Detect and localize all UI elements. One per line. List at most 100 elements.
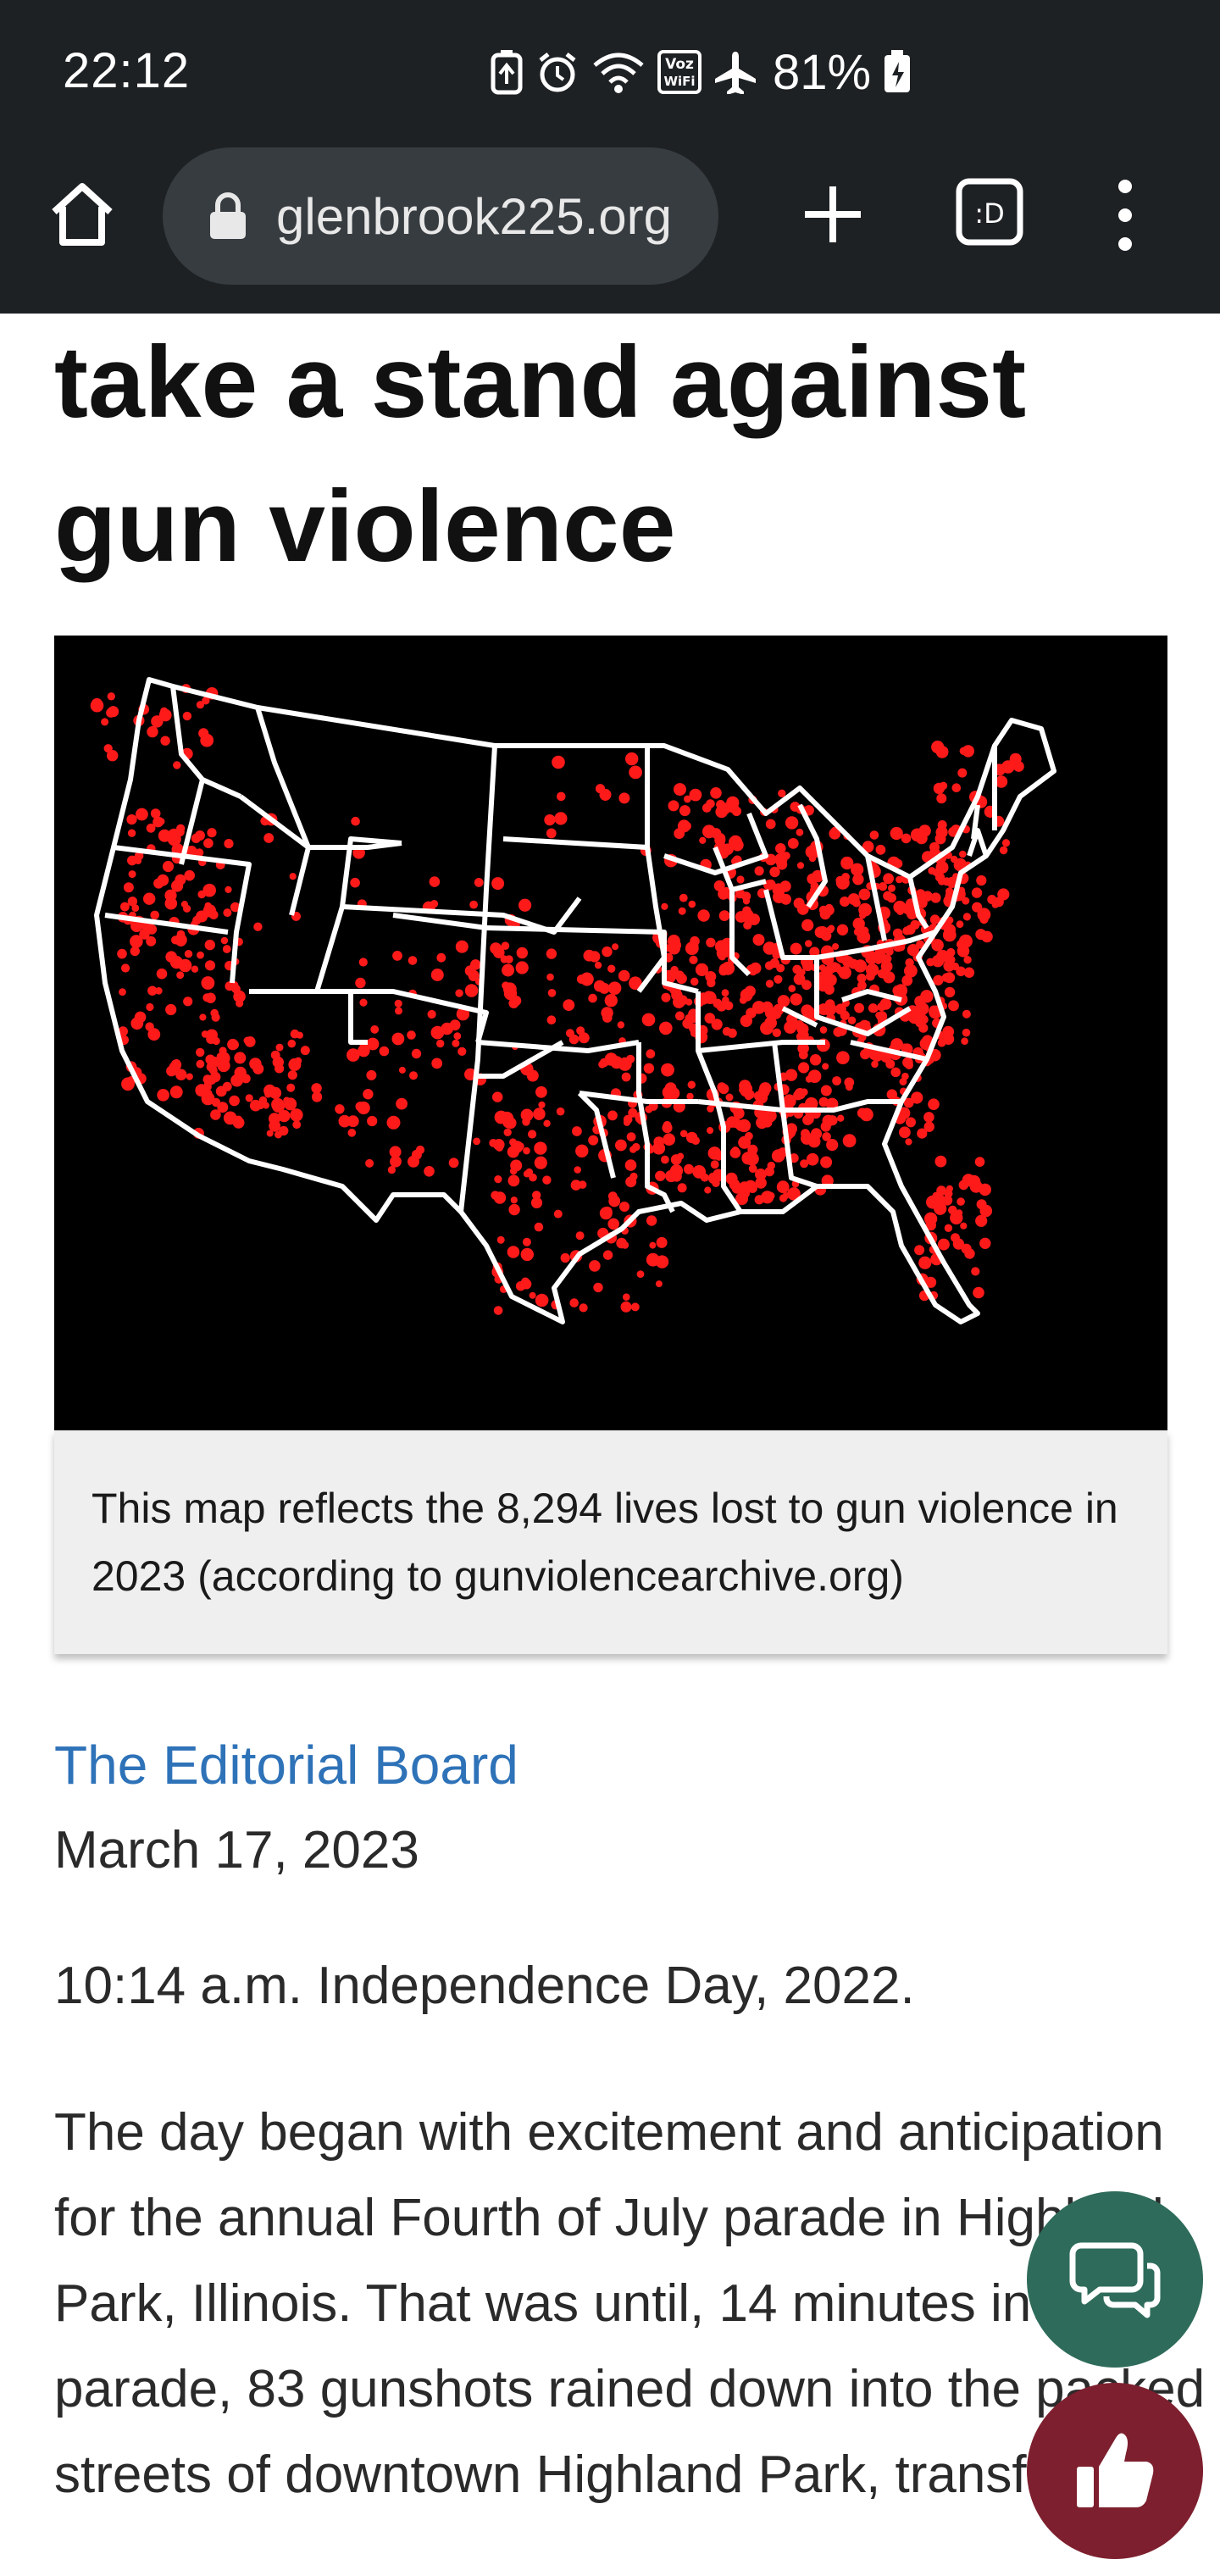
incident-dot <box>898 1107 911 1119</box>
incident-dot <box>962 1028 971 1037</box>
like-button[interactable] <box>1027 2383 1203 2559</box>
incident-dot <box>398 1066 406 1074</box>
incident-dot <box>934 833 946 845</box>
incident-dot <box>810 881 819 891</box>
incident-dot <box>972 902 983 913</box>
incident-dot <box>588 993 597 1003</box>
lock-icon[interactable] <box>208 192 247 241</box>
author-link[interactable]: The Editorial Board <box>54 1735 518 1796</box>
us-gun-violence-map <box>54 636 1167 1430</box>
incident-dot <box>136 808 148 821</box>
incident-dot <box>824 999 835 1009</box>
incident-dot <box>589 951 601 963</box>
incident-dot <box>130 1017 144 1030</box>
incident-dot <box>430 1025 445 1040</box>
incident-dot <box>880 960 893 973</box>
incident-dot <box>103 744 113 753</box>
incident-dot <box>620 1301 632 1313</box>
incident-dot <box>202 883 216 897</box>
incident-dot <box>905 1138 912 1146</box>
incident-dot <box>805 940 812 947</box>
incident-dot <box>663 1133 675 1146</box>
incident-dot <box>199 1013 207 1021</box>
incident-dot <box>673 996 685 1008</box>
incident-dot <box>721 989 729 997</box>
incident-dot <box>579 1303 588 1313</box>
incident-dot <box>886 1089 897 1100</box>
incident-dot <box>674 828 685 839</box>
incident-dot <box>689 788 702 802</box>
incident-dot <box>182 711 192 721</box>
incident-dot <box>542 1175 552 1185</box>
svg-text::D: :D <box>974 197 1004 230</box>
incident-dot <box>365 1158 374 1168</box>
incident-dot <box>134 851 144 861</box>
incident-dot <box>979 1237 991 1249</box>
incident-dot <box>875 844 886 855</box>
incident-dot <box>801 959 814 972</box>
incident-dot <box>892 985 903 997</box>
incident-dot <box>679 1130 688 1138</box>
incident-dot <box>386 1115 401 1130</box>
incident-dot <box>710 787 722 799</box>
incident-dot <box>222 945 231 953</box>
url-text[interactable]: glenbrook225.org <box>276 187 673 245</box>
incident-dot <box>840 897 850 907</box>
incident-dot <box>854 1002 864 1013</box>
status-time: 22:12 <box>63 43 191 98</box>
incident-dot <box>546 948 557 959</box>
incident-dot <box>625 752 639 766</box>
incident-dot <box>705 971 717 982</box>
incident-dot <box>162 860 175 873</box>
incident-dot <box>722 843 734 855</box>
battery-percentage: 81% <box>773 44 872 100</box>
incident-dot <box>946 916 954 924</box>
incident-dot <box>917 1128 928 1139</box>
incident-dot <box>241 1074 251 1084</box>
incident-dot <box>674 783 686 797</box>
incident-dot <box>494 1175 502 1184</box>
incident-dot <box>312 1091 323 1102</box>
incident-dot <box>300 1046 310 1056</box>
chat-button[interactable] <box>1027 2191 1203 2368</box>
incident-dot <box>520 1108 534 1122</box>
incident-dot <box>210 1109 221 1120</box>
incident-dot <box>956 920 964 929</box>
incident-dot <box>335 1104 345 1114</box>
incident-dot <box>714 834 726 846</box>
incident-dot <box>279 1125 289 1136</box>
incident-dot <box>937 1238 950 1251</box>
incident-dot <box>411 1048 422 1059</box>
incident-dot <box>118 1026 128 1036</box>
incident-dot <box>971 1267 980 1276</box>
tab-switcher-icon[interactable]: :D <box>954 176 1025 247</box>
incident-dot <box>224 839 234 849</box>
incident-dot <box>713 880 725 891</box>
incident-dot <box>230 902 241 913</box>
incident-dot <box>522 1237 531 1246</box>
incident-dot <box>832 1076 841 1085</box>
incident-dot <box>916 940 925 949</box>
incident-dot <box>311 1083 322 1094</box>
incident-dot <box>973 1286 984 1299</box>
incident-dot <box>929 914 940 924</box>
incident-dot <box>394 999 402 1008</box>
incident-dot <box>944 986 956 998</box>
incident-dot <box>518 898 532 912</box>
incident-dot <box>997 888 1010 901</box>
url-bar[interactable]: glenbrook225.org <box>163 147 718 285</box>
incident-dot <box>145 1022 154 1031</box>
plus-icon[interactable] <box>796 178 869 251</box>
more-vert-icon[interactable] <box>1098 175 1152 256</box>
incident-dot <box>245 1094 253 1102</box>
incident-dot <box>630 1302 640 1312</box>
incident-dot <box>455 989 463 997</box>
incident-dot <box>184 950 193 958</box>
incident-dot <box>158 818 165 825</box>
incident-dot <box>928 1098 940 1110</box>
incident-dot <box>799 1030 809 1040</box>
home-icon[interactable] <box>46 178 119 251</box>
incident-dot <box>290 1108 303 1122</box>
incident-dot <box>598 982 610 994</box>
incident-dot <box>685 941 699 956</box>
